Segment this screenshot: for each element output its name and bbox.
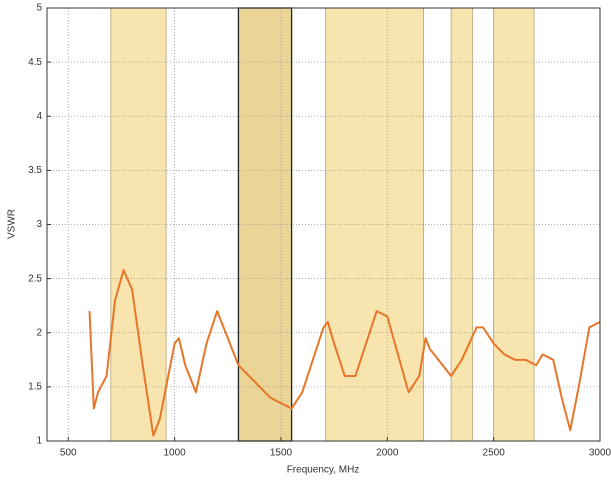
x-tick-label: 500: [60, 448, 77, 459]
highlight-band: [237, 7, 293, 442]
y-tick-label: 1: [36, 436, 42, 447]
y-tick-label: 3: [36, 219, 42, 230]
labels: 500 1000 1500 2000 2500 3000 1 1.5 2 2.5 3 3.5 4 4.5 5: [28, 3, 611, 459]
band: [110, 7, 167, 442]
y-axis-label: VSWR: [7, 209, 18, 239]
x-tick-label: 2000: [376, 448, 399, 459]
series-line: [88, 268, 601, 437]
band: [493, 7, 535, 442]
x-axis-label: Frequency, MHz: [287, 465, 360, 476]
x-tick-label: 1500: [270, 448, 293, 459]
y-tick-label: 4: [36, 111, 42, 122]
y-tick-label: 4.5: [28, 57, 42, 68]
y-tick-label: 5: [36, 3, 42, 14]
lines: [88, 268, 601, 437]
x-tick-label: 1000: [163, 448, 186, 459]
x-tick-label: 3000: [589, 448, 611, 459]
y-tick-label: 2.5: [28, 273, 42, 284]
y-tick-label: 3.5: [28, 165, 42, 176]
y-tick-label: 2: [36, 327, 42, 338]
y-tick-label: 1.5: [28, 382, 42, 393]
x-tick-label: 2500: [483, 448, 506, 459]
